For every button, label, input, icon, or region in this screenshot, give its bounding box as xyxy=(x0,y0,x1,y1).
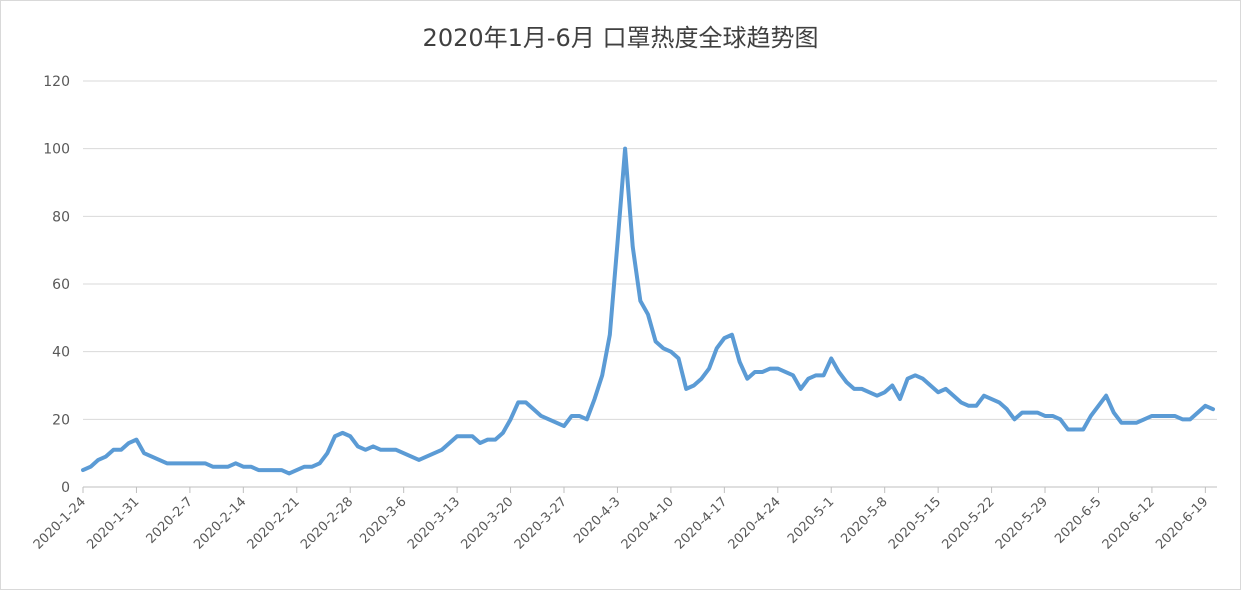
x-tick-label: 2020-4-10 xyxy=(619,494,677,552)
chart-title: 2020年1月-6月 口罩热度全球趋势图 xyxy=(422,24,819,52)
y-tick-label: 80 xyxy=(52,209,70,225)
x-tick-label: 2020-5-1 xyxy=(785,494,837,546)
x-tick-label: 2020-3-27 xyxy=(512,494,570,552)
x-tick-label: 2020-3-6 xyxy=(357,494,409,546)
y-tick-label: 40 xyxy=(52,345,70,361)
x-tick-label: 2020-3-13 xyxy=(405,494,463,552)
x-tick-label: 2020-1-24 xyxy=(31,494,89,552)
x-tick-label: 2020-4-24 xyxy=(726,494,784,552)
y-axis-ticks: 0 20 40 60 80 100 120 xyxy=(43,74,70,496)
x-tick-label: 2020-6-19 xyxy=(1153,494,1211,552)
x-tick-label: 2020-6-12 xyxy=(1100,494,1158,552)
y-tick-label: 60 xyxy=(52,277,70,293)
x-tick-label: 2020-3-20 xyxy=(458,494,516,552)
x-tick-label: 2020-2-14 xyxy=(191,494,249,552)
x-tick-label: 2020-5-29 xyxy=(993,494,1051,552)
x-tick-label: 2020-1-31 xyxy=(84,494,142,552)
x-tick-label: 2020-4-3 xyxy=(571,494,623,546)
series-line xyxy=(81,146,1215,476)
x-tick-label: 2020-4-17 xyxy=(672,494,730,552)
y-tick-label: 0 xyxy=(61,480,70,496)
x-tick-label: 2020-2-21 xyxy=(245,494,303,552)
y-tick-label: 20 xyxy=(52,412,70,428)
x-tick-label: 2020-5-22 xyxy=(939,494,997,552)
x-tick-label: 2020-5-8 xyxy=(838,494,890,546)
x-tick-label: 2020-6-5 xyxy=(1052,494,1104,546)
x-tick-label: 2020-5-15 xyxy=(886,494,944,552)
x-tick-label: 2020-2-7 xyxy=(144,494,196,546)
x-tick-label: 2020-2-28 xyxy=(298,494,356,552)
plot-area xyxy=(81,146,1215,476)
y-tick-label: 100 xyxy=(43,142,70,158)
gridlines xyxy=(83,80,1217,420)
y-tick-label: 120 xyxy=(43,74,70,90)
